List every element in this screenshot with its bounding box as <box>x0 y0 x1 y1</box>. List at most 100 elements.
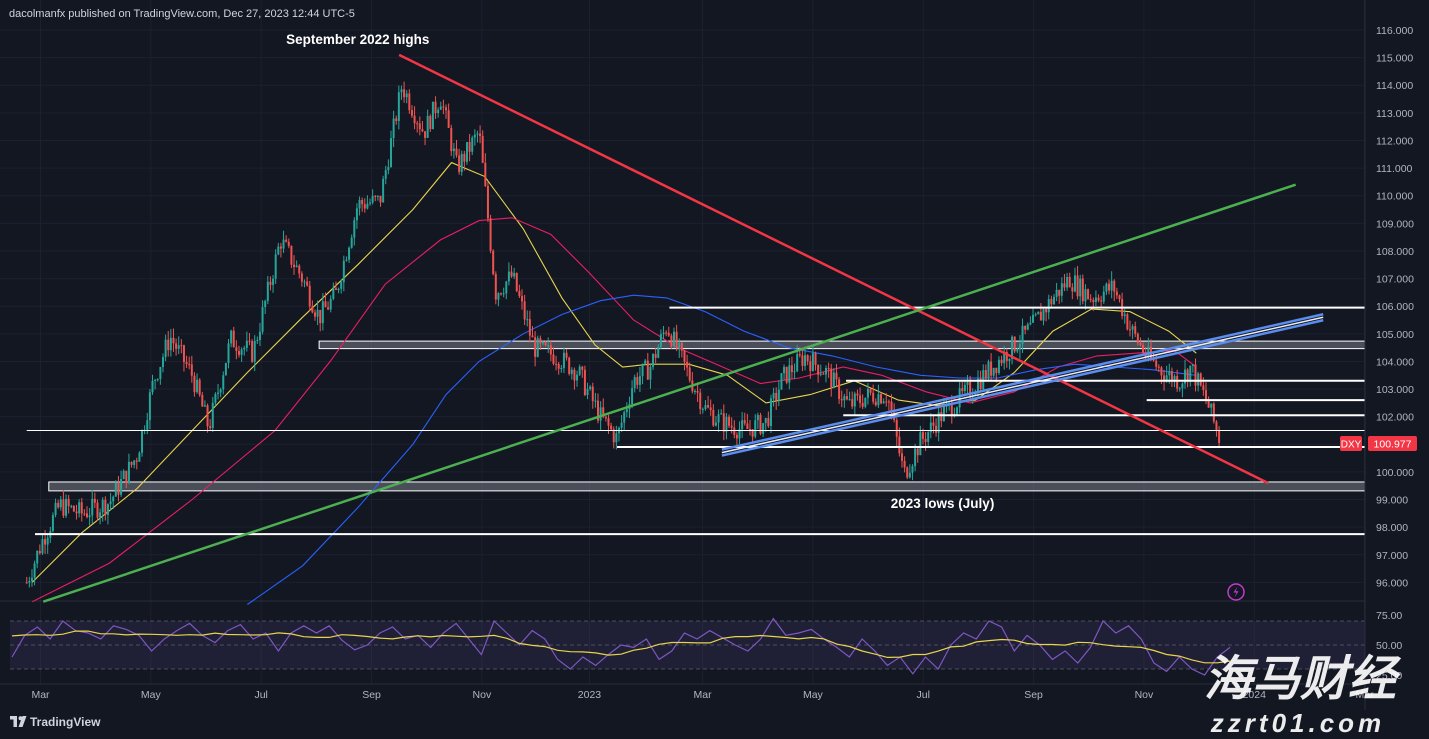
candle-body <box>625 409 628 413</box>
candle-body <box>70 505 73 507</box>
candle-body <box>838 379 841 400</box>
candle-body <box>856 393 859 396</box>
candle-body <box>334 288 337 291</box>
candle-body <box>295 265 298 267</box>
candle-body <box>903 460 906 468</box>
candle-body <box>544 341 547 346</box>
candle-body <box>135 460 138 462</box>
candle-body <box>670 335 673 347</box>
candle-body <box>363 204 366 209</box>
candle-body <box>576 374 579 381</box>
time-tick-label: May <box>803 689 824 701</box>
candle-body <box>644 360 647 364</box>
candle-body <box>900 453 903 461</box>
candle-body <box>219 389 222 393</box>
candle-body <box>950 402 953 417</box>
candle-body <box>701 408 704 410</box>
candle-body <box>707 405 710 408</box>
candle-body <box>1024 325 1027 330</box>
candle-body <box>395 118 398 121</box>
tradingview-logo[interactable]: TradingView <box>10 715 101 729</box>
candle-body <box>811 353 814 371</box>
candle-body <box>927 432 930 442</box>
candle-body <box>1110 280 1113 291</box>
time-tick-label: Sep <box>362 689 381 701</box>
candle-body <box>604 416 607 419</box>
candle-body <box>172 337 175 344</box>
candle-body <box>764 417 767 424</box>
last-price-tag: DXY 100.977 <box>1340 436 1417 451</box>
candle-body <box>36 550 39 564</box>
candle-body <box>342 260 345 283</box>
candle-body <box>230 330 233 344</box>
candle-body <box>979 378 982 390</box>
candle-body <box>109 501 112 505</box>
candle-body <box>277 246 280 255</box>
candle-body <box>371 195 374 203</box>
candle-body <box>754 420 757 437</box>
price-tick-label: 111.000 <box>1376 163 1413 175</box>
candle-body <box>709 407 712 411</box>
symbol-badge <box>1340 436 1362 451</box>
candle-body <box>547 345 550 347</box>
candle-body <box>479 133 482 137</box>
candle-body <box>455 148 458 156</box>
candle-body <box>1026 324 1029 330</box>
rsi-axis[interactable]: 75.00 50.00 25.00 <box>1376 610 1402 682</box>
candle-body <box>1050 299 1053 305</box>
moving-average-line <box>247 294 1197 605</box>
candle-body <box>1089 299 1092 301</box>
alert-icon[interactable] <box>1227 583 1245 601</box>
candle-body <box>337 288 340 291</box>
candle-body <box>141 430 144 453</box>
candle-body <box>1011 336 1014 359</box>
candle-body <box>693 390 696 392</box>
candle-body <box>1029 322 1032 325</box>
candle-body <box>117 482 120 495</box>
candle-body <box>248 340 251 342</box>
price-axis[interactable]: 116.000 115.000 114.000 113.000 112.000 111.0… <box>1376 25 1414 589</box>
candle-body <box>481 136 484 163</box>
candle-body <box>251 341 254 362</box>
candle-body <box>400 89 403 93</box>
candle-body <box>62 499 65 516</box>
horizontal-levels <box>26 306 1406 536</box>
candle-body <box>712 410 715 426</box>
candle-body <box>93 498 96 503</box>
candle-body <box>28 581 31 583</box>
time-axis[interactable]: Mar May Jul Sep Nov 2023 Mar May Jul Sep Nov 2024 Ma… <box>31 689 1374 701</box>
candle-body <box>332 288 335 299</box>
candle-body <box>783 366 786 374</box>
candle-body <box>528 319 531 336</box>
price-tick-label: 104.000 <box>1376 356 1414 368</box>
rsi-tick-label: 75.00 <box>1376 610 1402 622</box>
candle-body <box>54 502 57 516</box>
candle-body <box>261 307 264 332</box>
candle-body <box>405 93 408 98</box>
candle-body <box>463 153 466 162</box>
candle-body <box>350 237 353 248</box>
candle-body <box>282 239 285 249</box>
candle-body <box>167 339 170 351</box>
candle-body <box>1155 360 1158 367</box>
candle-body <box>127 461 130 483</box>
candle-body <box>1052 296 1055 305</box>
candle-body <box>1008 358 1011 361</box>
time-tick-label: Jul <box>917 689 930 701</box>
candle-body <box>397 92 400 121</box>
candle-body <box>1060 283 1063 296</box>
candle-body <box>188 364 191 366</box>
time-tick-label: Mar <box>1356 689 1375 701</box>
candle-body <box>308 285 311 307</box>
candle-body <box>796 354 799 372</box>
candle-body <box>25 582 28 584</box>
candle-body <box>106 504 109 515</box>
candle-body <box>418 123 421 130</box>
candle-body <box>264 300 267 308</box>
candle-body <box>1184 369 1187 384</box>
candle-body <box>484 162 487 186</box>
candle-body <box>471 137 474 152</box>
candle-body <box>434 101 437 114</box>
candle-body <box>387 166 390 171</box>
